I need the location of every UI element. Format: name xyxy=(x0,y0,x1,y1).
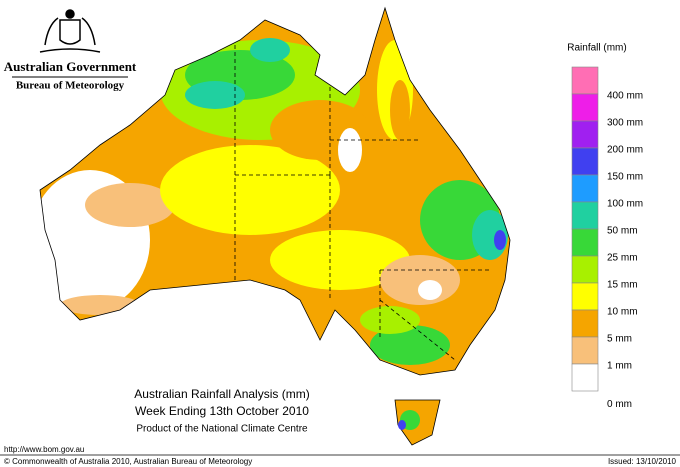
legend: 400 mm 300 mm 200 mm 150 mm 100 mm 50 mm 25 mm… xyxy=(571,66,643,410)
footer-url: http://www.bom.gov.au xyxy=(4,445,84,454)
legend-swatch xyxy=(571,66,599,95)
legend-label: 5 mm xyxy=(607,334,632,345)
map-subtitle: Week Ending 13th October 2010 xyxy=(135,404,309,418)
agency: Bureau of Meteorology xyxy=(16,80,125,92)
footer-copyright: © Commonwealth of Australia 2010, Austra… xyxy=(4,457,252,466)
legend-label: 400 mm xyxy=(607,91,643,102)
government: Australian Government xyxy=(4,59,137,74)
legend-swatch xyxy=(571,336,599,365)
legend-swatch xyxy=(571,93,599,122)
legend-swatch xyxy=(571,147,599,176)
legend-label: 200 mm xyxy=(607,145,643,156)
legend-label: 300 mm xyxy=(607,118,643,129)
legend-swatch xyxy=(571,228,599,257)
legend-label: 150 mm xyxy=(607,172,643,183)
legend-swatch xyxy=(571,309,599,338)
legend-label: 25 mm xyxy=(607,253,638,264)
legend-swatch xyxy=(571,120,599,149)
legend-swatch xyxy=(571,363,599,392)
legend-swatch xyxy=(571,282,599,311)
coat-of-arms xyxy=(39,9,101,53)
map-title: Australian Rainfall Analysis (mm) xyxy=(134,387,309,401)
legend-title: Rainfall (mm) xyxy=(567,43,626,54)
legend-label: 100 mm xyxy=(607,199,643,210)
map-note: Product of the National Climate Centre xyxy=(136,424,308,435)
legend-label: 15 mm xyxy=(607,280,638,291)
legend-label: 0 mm xyxy=(607,399,632,410)
legend-swatch xyxy=(571,255,599,284)
legend-swatch xyxy=(571,174,599,203)
legend-swatch xyxy=(571,201,599,230)
legend-label: 10 mm xyxy=(607,307,638,318)
legend-label: 50 mm xyxy=(607,226,638,237)
footer-issued: Issued: 13/10/2010 xyxy=(608,457,677,466)
legend-label: 1 mm xyxy=(607,361,632,372)
